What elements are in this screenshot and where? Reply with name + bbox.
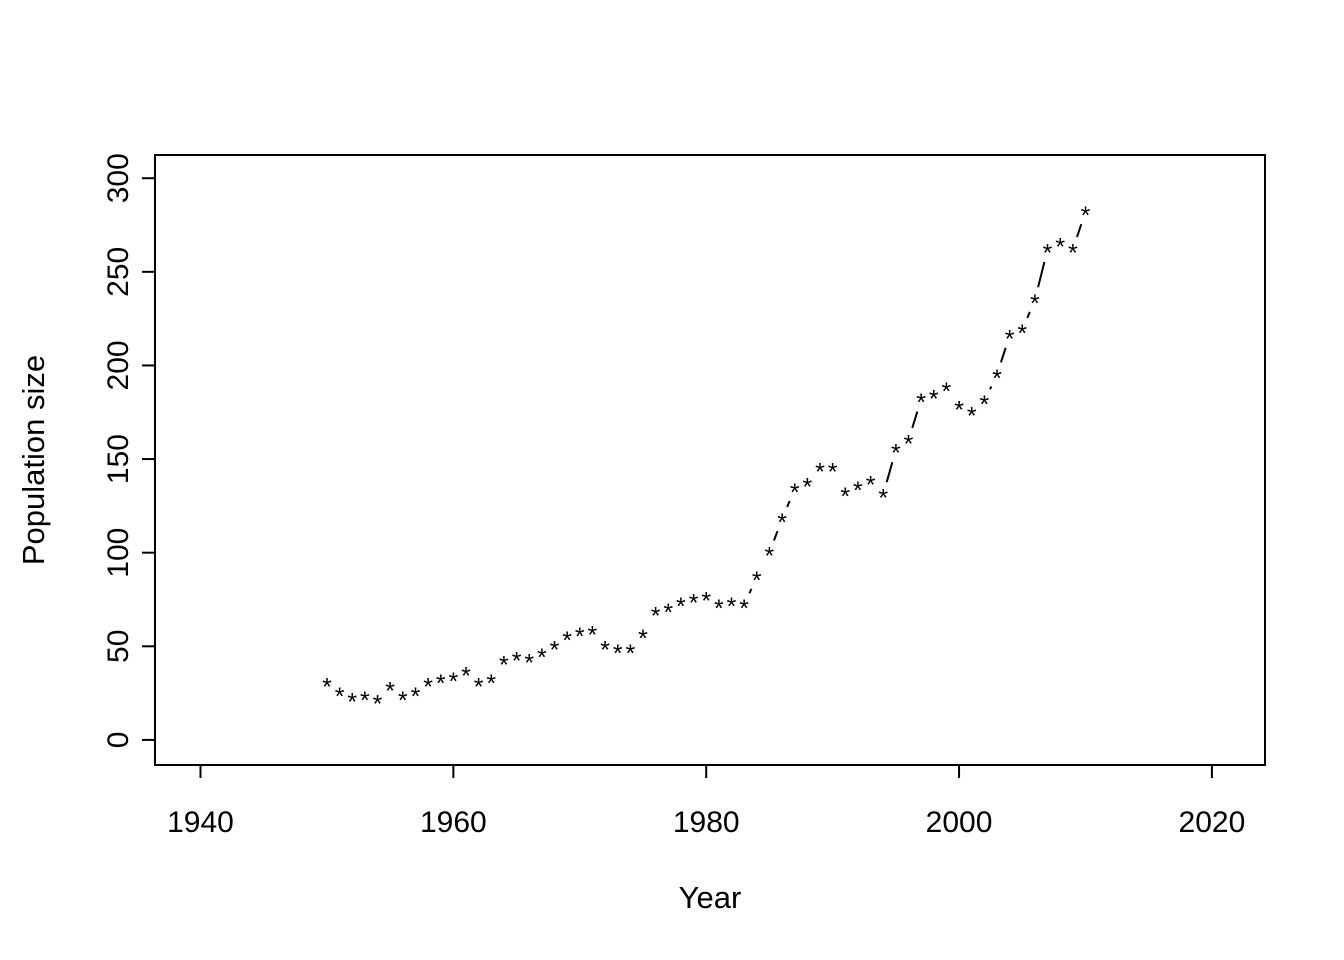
data-point-marker: * — [1005, 325, 1015, 353]
y-axis-tick-label: 300 — [102, 153, 135, 203]
data-point-marker: * — [588, 621, 598, 649]
y-axis-tick-label: 250 — [102, 247, 135, 297]
data-point-marker: * — [714, 595, 724, 623]
x-axis-tick-label: 2020 — [1179, 806, 1246, 839]
data-point-marker: * — [828, 458, 838, 486]
data-point-marker: * — [992, 365, 1002, 393]
data-point-marker: * — [411, 683, 421, 711]
y-axis-title: Population size — [16, 354, 51, 566]
connector-segment — [1037, 261, 1046, 288]
connector-segment — [1000, 347, 1007, 363]
data-point-marker: * — [448, 668, 458, 696]
data-point-marker: * — [335, 683, 345, 711]
data-point-marker: * — [752, 567, 762, 595]
data-point-marker: * — [1043, 239, 1053, 267]
data-point-marker: * — [929, 385, 939, 413]
connector-segment — [748, 588, 753, 594]
data-point-marker: * — [1055, 234, 1065, 262]
data-point-marker: * — [739, 595, 749, 623]
x-axis-tick-label: 1960 — [420, 806, 487, 839]
x-axis-title: Year — [678, 880, 742, 915]
data-point-marker: * — [524, 649, 534, 677]
data-point-marker: * — [613, 640, 623, 668]
data-point-marker: * — [676, 593, 686, 621]
data-point-marker: * — [777, 509, 787, 537]
data-point-marker: * — [1068, 239, 1078, 267]
data-point-marker: * — [575, 623, 585, 651]
y-axis-tick-label: 100 — [102, 528, 135, 578]
data-point-marker: * — [385, 677, 395, 705]
connector-segment — [1076, 223, 1083, 238]
data-point-marker: * — [651, 603, 661, 631]
data-point-marker: * — [360, 687, 370, 715]
data-point-marker: * — [840, 483, 850, 511]
data-point-marker: * — [663, 599, 673, 627]
data-point-marker: * — [878, 485, 888, 513]
connector-segment — [773, 530, 779, 541]
data-point-marker: * — [802, 473, 812, 501]
data-point-marker: * — [322, 674, 332, 702]
data-point-marker: * — [537, 644, 547, 672]
x-axis-tick-label: 1940 — [167, 806, 234, 839]
data-point-marker: * — [866, 472, 876, 500]
x-axis-tick-label: 1980 — [673, 806, 740, 839]
connector-segment — [911, 411, 919, 429]
data-point-marker: * — [701, 588, 711, 616]
y-axis-tick-label: 50 — [102, 630, 135, 663]
data-point-marker: * — [1081, 202, 1091, 230]
data-point-marker: * — [373, 691, 383, 719]
data-point-marker: * — [499, 651, 509, 679]
x-axis-tick-label: 2000 — [926, 806, 993, 839]
y-axis-tick-label: 0 — [102, 732, 135, 749]
data-point-marker: * — [979, 391, 989, 419]
data-point-marker: * — [689, 589, 699, 617]
data-point-marker: * — [625, 640, 635, 668]
data-point-marker: * — [562, 627, 572, 655]
data-point-marker: * — [790, 479, 800, 507]
y-axis-tick-label: 200 — [102, 340, 135, 390]
data-point-marker: * — [1017, 320, 1027, 348]
data-point-marker: * — [436, 670, 446, 698]
connector-segment — [786, 500, 791, 508]
data-point-marker: * — [423, 674, 433, 702]
data-point-marker: * — [967, 402, 977, 430]
data-point-marker: * — [815, 458, 825, 486]
data-point-marker: * — [853, 477, 863, 505]
data-point-marker: * — [1030, 290, 1040, 318]
connector-segment — [989, 386, 993, 390]
data-point-marker: * — [916, 389, 926, 417]
data-point-marker: * — [347, 689, 357, 717]
data-point-marker: * — [512, 648, 522, 676]
data-point-marker: * — [638, 625, 648, 653]
data-point-marker: * — [486, 670, 496, 698]
data-point-marker: * — [474, 674, 484, 702]
data-point-marker: * — [398, 687, 408, 715]
data-point-marker: * — [550, 636, 560, 664]
data-point-marker: * — [765, 543, 775, 571]
connector-segment — [1026, 311, 1031, 319]
data-point-marker: * — [954, 397, 964, 425]
data-point-marker: * — [600, 636, 610, 664]
connector-segment — [885, 461, 894, 483]
data-point-marker: * — [727, 593, 737, 621]
data-point-marker: * — [461, 663, 471, 691]
data-point-marker: * — [891, 440, 901, 468]
data-point-marker: * — [904, 430, 914, 458]
y-axis-tick-label: 150 — [102, 434, 135, 484]
data-point-marker: * — [942, 378, 952, 406]
